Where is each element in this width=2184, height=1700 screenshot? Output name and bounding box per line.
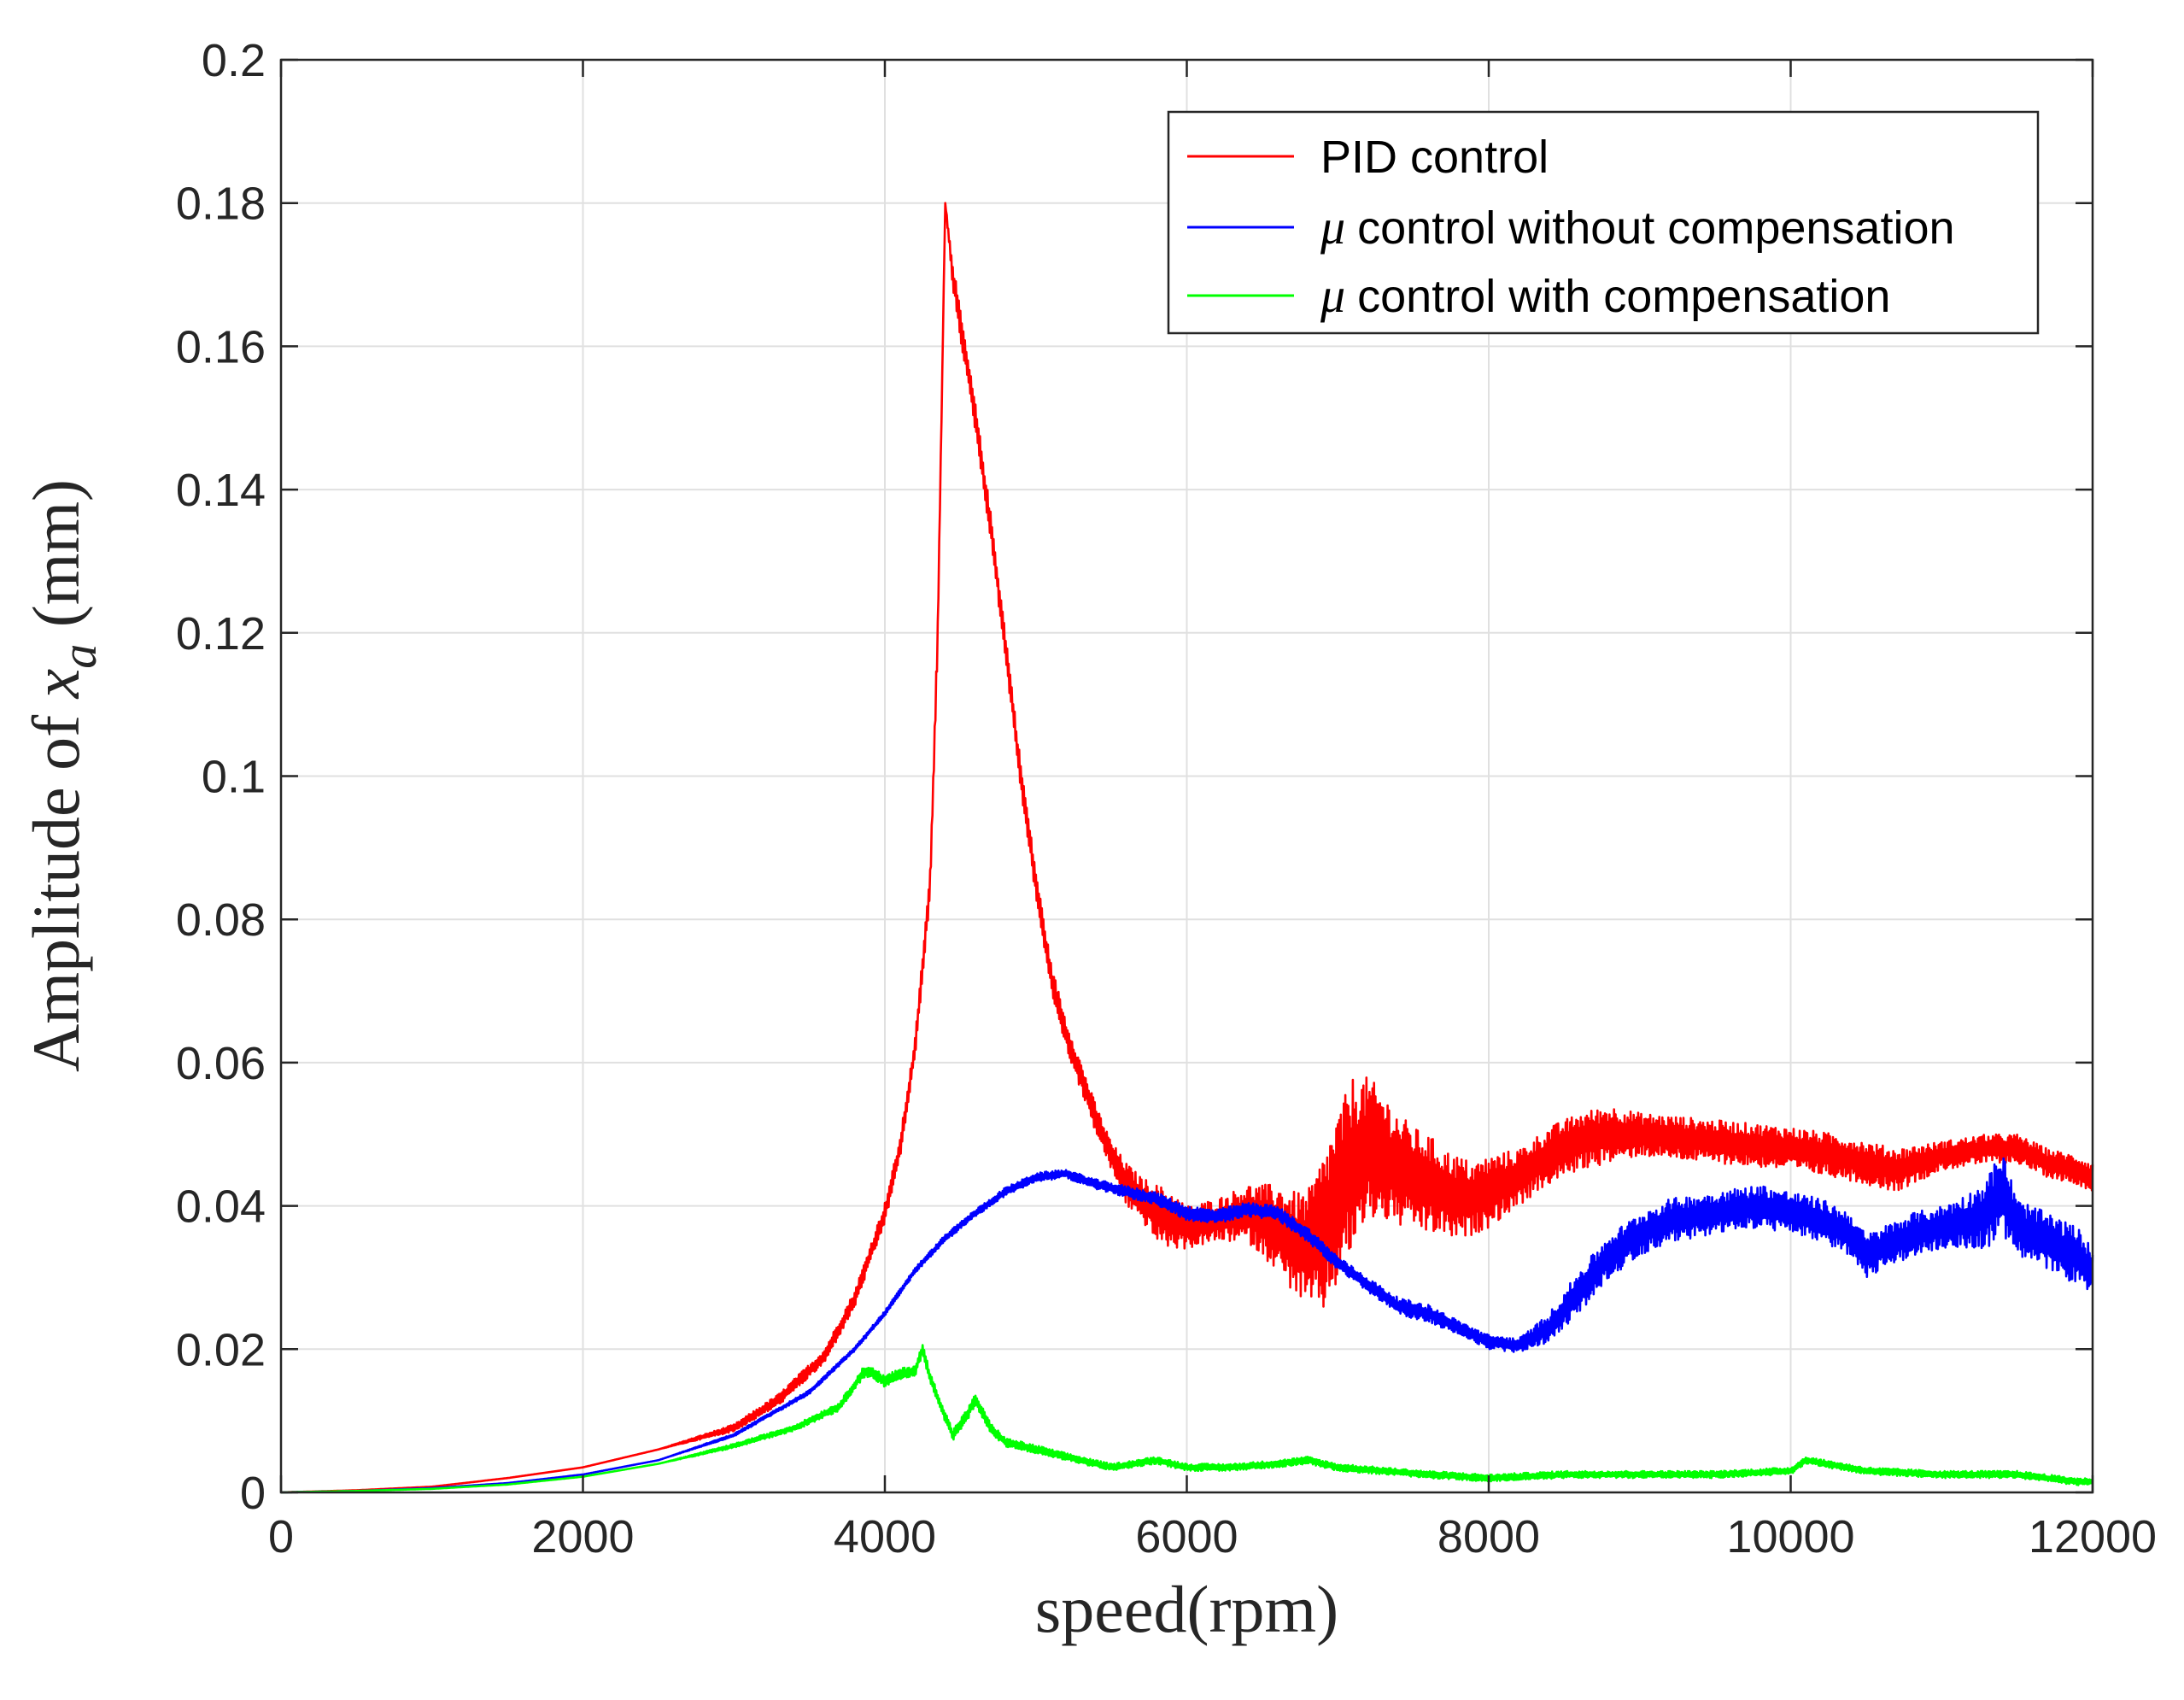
x-tick-label: 4000 bbox=[834, 1511, 936, 1562]
x-tick-label: 10000 bbox=[1726, 1511, 1854, 1562]
y-tick-label: 0.04 bbox=[176, 1181, 266, 1233]
legend-label-mu-without-text: control without compensation bbox=[1357, 202, 1954, 254]
x-tick-label: 0 bbox=[268, 1511, 294, 1562]
y-tick-label: 0.12 bbox=[176, 608, 266, 659]
y-axis-label-sub: a bbox=[51, 644, 107, 669]
x-tick-label: 2000 bbox=[531, 1511, 634, 1562]
legend-label-mu-without: μ control without compensation bbox=[1320, 199, 1955, 255]
legend-mu-symbol: μ bbox=[1320, 199, 1345, 255]
legend-label-pid: PID control bbox=[1320, 132, 1549, 183]
y-axis-ticks: 0 0.02 0.04 0.06 0.08 0.1 0.12 0.14 0.16 0.18 0.2 bbox=[176, 35, 2093, 1519]
y-tick-label: 0.2 bbox=[202, 35, 266, 86]
legend-label-mu-with-text: control with compensation bbox=[1357, 271, 1890, 322]
y-axis-label-var: x bbox=[19, 668, 93, 699]
series-line-mu-control-without-compensation bbox=[280, 1157, 2094, 1494]
x-tick-label: 12000 bbox=[2029, 1511, 2157, 1562]
legend-box bbox=[1167, 110, 2040, 335]
y-tick-label: 0.02 bbox=[176, 1324, 266, 1375]
y-axis-label: Amplitude of xa (mm) bbox=[19, 479, 107, 1072]
x-axis-label: speed(rpm) bbox=[1035, 1572, 1338, 1646]
y-tick-label: 0.18 bbox=[176, 179, 266, 230]
y-tick-label: 0.1 bbox=[202, 752, 266, 803]
y-tick-label: 0 bbox=[240, 1468, 266, 1519]
y-tick-label: 0.14 bbox=[176, 465, 266, 516]
x-axis-ticks: 0 2000 4000 6000 8000 10000 12000 bbox=[268, 60, 2157, 1562]
legend: PID control μ control without compensatio… bbox=[1167, 110, 2040, 335]
y-tick-label: 0.16 bbox=[176, 321, 266, 372]
legend-mu-symbol: μ bbox=[1320, 267, 1345, 323]
y-axis-label-prefix: Amplitude of bbox=[19, 698, 93, 1072]
y-axis-label-suffix: (mm) bbox=[19, 479, 93, 644]
y-tick-label: 0.06 bbox=[176, 1038, 266, 1089]
x-tick-label: 8000 bbox=[1437, 1511, 1540, 1562]
x-tick-label: 6000 bbox=[1135, 1511, 1238, 1562]
legend-label-mu-with: μ control with compensation bbox=[1320, 267, 1890, 323]
y-tick-label: 0.08 bbox=[176, 894, 266, 946]
